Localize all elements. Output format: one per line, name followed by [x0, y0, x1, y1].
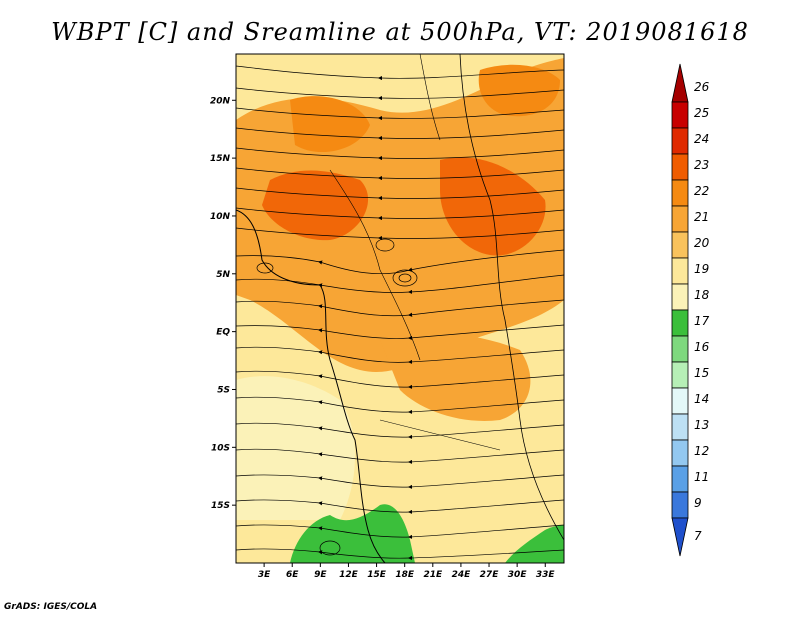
- colorbar-label: 26: [694, 80, 710, 94]
- chart-title: WBPT [C] and Sreamline at 500hPa, VT: 20…: [51, 18, 749, 46]
- colorbar-label: 16: [694, 340, 710, 354]
- colorbar-label: 21: [694, 210, 709, 224]
- wbpt-field: [236, 54, 564, 563]
- colorbar-segment: [671, 517, 689, 557]
- lat-tick-label: 15S: [211, 501, 230, 511]
- longitude-axis: 3E 6E 9E 12E 15E 18E 21E 24E 27E 30E 33E: [258, 563, 556, 580]
- colorbar-label: 13: [694, 418, 709, 432]
- latitude-axis: 20N 15N 10N 5N EQ 5S 10S 15S: [210, 96, 236, 511]
- lon-tick-label: 24E: [452, 570, 472, 580]
- colorbar-label: 24: [694, 132, 709, 146]
- colorbar-segment: [671, 101, 689, 129]
- colorbar-segment: [671, 387, 689, 415]
- lon-tick-label: 3E: [258, 570, 271, 580]
- lon-tick-label: 15E: [367, 570, 387, 580]
- colorbar-segment: [671, 413, 689, 441]
- colorbar-segment: [671, 205, 689, 233]
- colorbar-label: 9: [694, 496, 702, 510]
- lat-tick-label: 5N: [216, 270, 230, 280]
- colorbar-segment: [671, 127, 689, 155]
- lon-tick-label: 18E: [395, 570, 415, 580]
- colorbar-segment: [671, 309, 689, 337]
- lat-tick-label: 10N: [210, 212, 231, 222]
- colorbar-label: 25: [694, 106, 709, 120]
- colorbar-label: 15: [694, 366, 709, 380]
- colorbar-segment: [671, 231, 689, 259]
- colorbar-segment: [671, 361, 689, 389]
- colorbar-label: 17: [694, 314, 710, 328]
- lat-tick-label: 20N: [210, 96, 231, 106]
- colorbar-label: 14: [694, 392, 709, 406]
- colorbar-label: 22: [694, 184, 709, 198]
- colorbar-label: 11: [694, 470, 709, 484]
- colorbar-label: 7: [694, 529, 702, 543]
- colorbar-segment: [671, 63, 689, 103]
- lon-tick-label: 21E: [423, 570, 443, 580]
- lon-tick-label: 33E: [536, 570, 556, 580]
- colorbar-label: 23: [694, 158, 709, 172]
- grads-credit: GrADS: IGES/COLA: [4, 602, 98, 612]
- colorbar-segment: [671, 465, 689, 493]
- lon-tick-label: 6E: [286, 570, 299, 580]
- colorbar-label: 20: [694, 236, 710, 250]
- colorbar-segment: [671, 179, 689, 207]
- lon-tick-label: 12E: [339, 570, 359, 580]
- lon-tick-label: 30E: [508, 570, 528, 580]
- lon-tick-label: 9E: [314, 570, 327, 580]
- colorbar-segment: [671, 491, 689, 519]
- map-frame: [235, 53, 565, 564]
- colorbar-label: 12: [694, 444, 709, 458]
- lat-tick-label: 5S: [217, 385, 230, 395]
- colorbar-segment: [671, 153, 689, 181]
- lon-tick-label: 27E: [480, 570, 500, 580]
- colorbar-segment: [671, 439, 689, 467]
- lat-tick-label: 15N: [210, 154, 231, 164]
- colorbar-segment: [671, 283, 689, 311]
- colorbar-segment: [671, 257, 689, 285]
- colorbar: 26 25 24 23 22 21 20 19 18 17 16 15 14 13 12 11 9 7: [671, 63, 710, 557]
- colorbar-label: 19: [694, 262, 709, 276]
- lat-tick-label: EQ: [216, 328, 230, 338]
- lat-tick-label: 10S: [211, 443, 230, 453]
- colorbar-segment: [671, 335, 689, 363]
- colorbar-label: 18: [694, 288, 710, 302]
